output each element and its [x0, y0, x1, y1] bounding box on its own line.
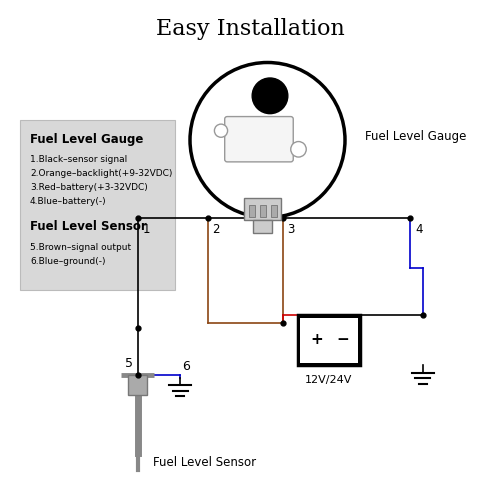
Bar	[252, 220, 272, 232]
Text: 4: 4	[415, 222, 422, 235]
Text: +: +	[310, 332, 322, 347]
Text: Fuel Level Gauge: Fuel Level Gauge	[30, 132, 144, 145]
Text: Easy Installation: Easy Installation	[156, 18, 344, 40]
Bar	[271, 204, 277, 217]
Text: 1.Black–sensor signal: 1.Black–sensor signal	[30, 155, 127, 164]
Circle shape	[214, 124, 228, 138]
Text: 5.Brown–signal output: 5.Brown–signal output	[30, 242, 131, 252]
Text: 4.Blue–battery(-): 4.Blue–battery(-)	[30, 197, 106, 206]
Bar	[260, 204, 266, 217]
Bar	[244, 198, 281, 220]
Bar	[128, 375, 147, 395]
Text: 6: 6	[182, 360, 190, 372]
Text: 2.Orange–backlight(+9-32VDC): 2.Orange–backlight(+9-32VDC)	[30, 169, 172, 178]
Bar	[300, 318, 358, 362]
Bar	[20, 120, 175, 290]
Text: 12V/24V: 12V/24V	[305, 375, 352, 385]
Circle shape	[252, 78, 288, 114]
Text: 1: 1	[142, 222, 150, 235]
Bar	[298, 315, 360, 365]
Text: −: −	[336, 332, 349, 347]
Text: Fuel Level Sensor: Fuel Level Sensor	[30, 220, 147, 233]
Circle shape	[190, 62, 345, 218]
Text: 5: 5	[124, 357, 132, 370]
Text: Fuel Level Sensor: Fuel Level Sensor	[152, 456, 256, 469]
Text: 3: 3	[288, 222, 295, 235]
FancyBboxPatch shape	[224, 116, 293, 162]
Text: 2: 2	[212, 222, 220, 235]
Circle shape	[291, 142, 306, 157]
Text: Fuel Level Gauge: Fuel Level Gauge	[365, 130, 466, 142]
Text: 3.Red–battery(+3-32VDC): 3.Red–battery(+3-32VDC)	[30, 183, 148, 192]
Bar	[249, 204, 255, 217]
Text: 6.Blue–ground(-): 6.Blue–ground(-)	[30, 256, 106, 266]
